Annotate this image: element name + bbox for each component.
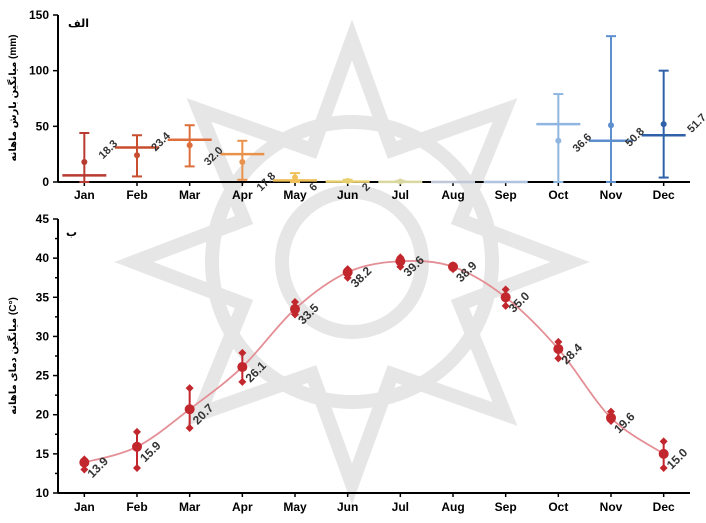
temp-upper-marker	[238, 348, 247, 357]
precip-y-tick-label: 50	[36, 119, 50, 133]
temp-x-tick-label: Oct	[548, 500, 568, 514]
temp-point	[395, 256, 406, 267]
temp-y-tick-label: 20	[36, 408, 50, 422]
temp-y-tick-label: 35	[36, 290, 50, 304]
temp-upper-marker	[185, 384, 194, 393]
temp-x-tick-label: Jul	[392, 500, 409, 514]
temp-lower-marker	[659, 463, 668, 472]
temp-x-tick-label: Apr	[232, 500, 253, 514]
panel-label-b: ب	[66, 227, 77, 239]
precip-point	[292, 174, 298, 181]
precip-point	[186, 142, 193, 149]
precip-point	[555, 137, 562, 144]
temp-data-label: 19.6	[611, 409, 638, 436]
temp-x-tick-label: Dec	[653, 500, 675, 514]
precip-point	[344, 177, 351, 184]
precip-x-tick-label: Oct	[548, 188, 568, 202]
precip-point	[134, 152, 140, 159]
temp-point	[553, 343, 564, 354]
precip-data-label: 51.7	[685, 112, 706, 136]
temp-y-tick-label: 15	[36, 447, 50, 461]
temp-point	[658, 448, 669, 459]
temp-upper-marker	[659, 437, 668, 446]
precipitation-axes: 0 50 100 150 Jan Feb Mar Apr May Jun Jul Aug Sep Oct N…	[29, 8, 690, 202]
precip-point	[81, 158, 88, 165]
temp-y-tick-label: 25	[36, 369, 50, 383]
temp-point	[448, 261, 458, 272]
precip-x-tick-label: Nov	[600, 188, 623, 202]
precip-x-tick-label: May	[283, 188, 307, 202]
temp-upper-marker	[554, 337, 563, 346]
temperature-marks: 13.915.920.726.133.538.2 39.6 38.935.028.4…	[79, 253, 691, 481]
temp-x-tick-label: Jun	[337, 500, 358, 514]
precip-x-tick-label: Jul	[392, 188, 409, 202]
temp-point	[79, 457, 90, 468]
temp-x-tick-label: Mar	[179, 500, 201, 514]
temp-upper-marker	[133, 427, 141, 436]
precip-x-tick-label: Aug	[441, 188, 464, 202]
temp-lower-marker	[80, 465, 89, 474]
temp-point	[500, 292, 511, 303]
precip-point	[397, 178, 404, 185]
precip-data-label: 17.8	[255, 170, 279, 194]
precip-data-label: 50.8	[623, 126, 647, 150]
temp-point	[606, 412, 616, 423]
temp-y-tick-label: 45	[36, 212, 50, 226]
temp-data-label: 15.0	[664, 445, 691, 472]
temp-x-tick-label: Sep	[495, 500, 517, 514]
temp-point	[132, 441, 142, 452]
precipitation-y-axis-label: میانگین بارش ماهانه (mm)	[6, 35, 19, 162]
temp-point	[237, 361, 248, 372]
precip-x-tick-label: Dec	[653, 188, 675, 202]
temp-data-label: 35.0	[506, 289, 533, 316]
precip-x-tick-label: Mar	[179, 188, 201, 202]
precip-data-label: 6	[307, 181, 320, 194]
temp-x-tick-label: Jan	[74, 500, 95, 514]
precip-data-label: 18.3	[97, 138, 121, 162]
temperature-y-axis-label: میانگین دمای ماهانه (C°)	[6, 297, 19, 415]
temp-lower-marker	[185, 424, 194, 433]
precip-x-tick-label: Jan	[74, 188, 95, 202]
precip-point	[608, 122, 614, 129]
temp-upper-marker	[291, 297, 299, 306]
precip-point	[239, 158, 246, 165]
temp-x-tick-label: Aug	[441, 500, 464, 514]
temp-data-label: 28.4	[559, 340, 586, 367]
temp-y-tick-label: 30	[36, 329, 50, 343]
temp-lower-marker	[501, 301, 510, 310]
temp-data-label: 13.9	[85, 454, 112, 481]
precip-x-tick-label: Jun	[337, 188, 358, 202]
temp-y-tick-label: 10	[36, 486, 50, 500]
precip-y-tick-label: 0	[42, 175, 49, 189]
temp-x-tick-label: Feb	[126, 500, 147, 514]
temp-data-label: 15.9	[137, 438, 164, 465]
precip-x-tick-label: Feb	[126, 188, 147, 202]
temp-lower-marker	[238, 377, 247, 386]
temp-point	[184, 404, 195, 415]
precip-data-label: 23.4	[149, 130, 173, 154]
temp-data-label: 38.2	[348, 264, 375, 291]
temp-data-label: 38.9	[453, 258, 480, 285]
temp-upper-marker	[501, 285, 510, 294]
temp-x-tick-label: May	[283, 500, 307, 514]
temp-lower-marker	[133, 463, 141, 472]
temp-point	[290, 304, 300, 315]
temp-lower-marker	[554, 354, 563, 363]
precip-x-tick-label: Sep	[495, 188, 517, 202]
precip-x-tick-label: Apr	[232, 188, 253, 202]
temp-x-tick-label: Nov	[600, 500, 623, 514]
precip-data-label: 36.6	[571, 131, 595, 155]
panel-label-a: الف	[68, 18, 89, 30]
temperature-axes: 10 15 20 25 30 35 40 45 Jan Feb Mar Apr May Jun Jul Aug…	[36, 212, 690, 514]
temp-point	[342, 267, 353, 278]
precip-y-tick-label: 100	[29, 64, 49, 78]
precip-point	[660, 121, 667, 128]
precip-y-tick-label: 150	[29, 8, 49, 22]
temp-y-tick-label: 40	[36, 251, 50, 265]
